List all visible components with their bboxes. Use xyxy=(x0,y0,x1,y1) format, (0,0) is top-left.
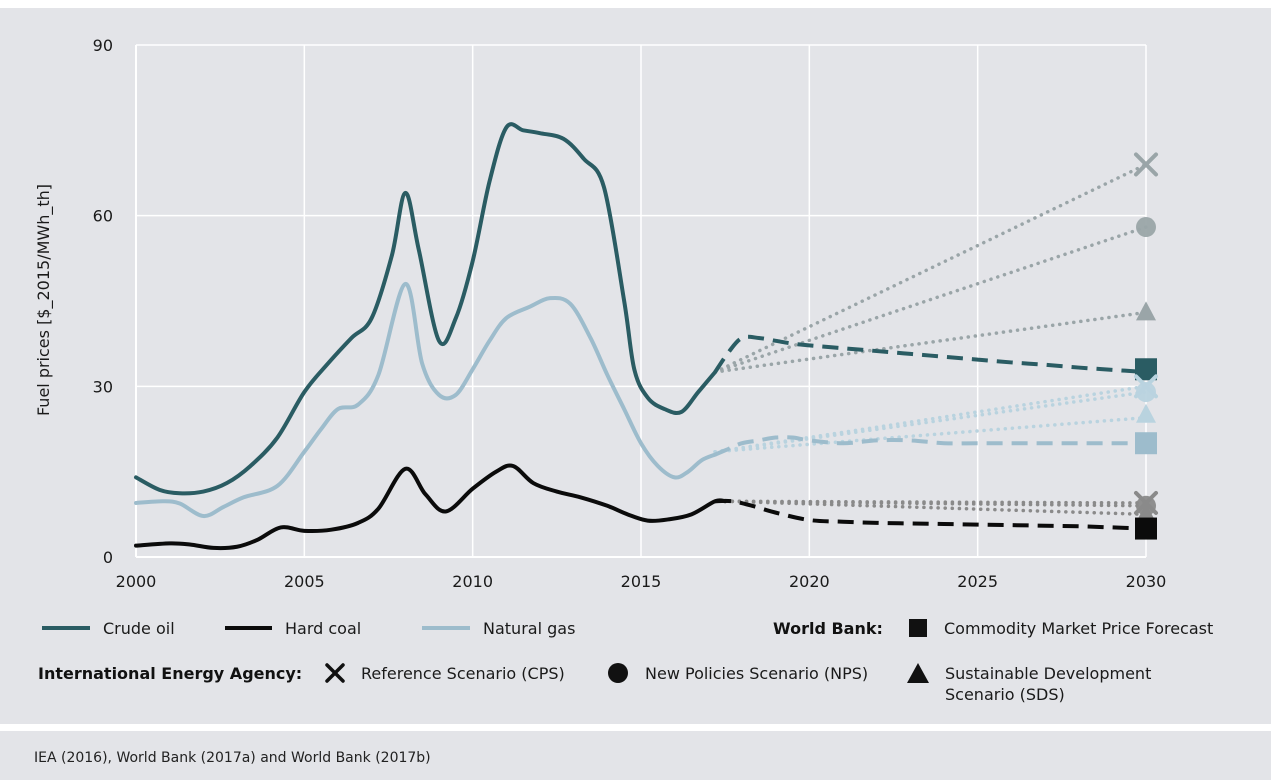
legend-label-natural-gas: Natural gas xyxy=(483,619,575,638)
y-tick-label: 30 xyxy=(93,377,113,396)
legend-sds-line1: Sustainable Development xyxy=(945,664,1151,683)
marker-hard-coal-world-bank xyxy=(1135,517,1157,540)
series-line-natural-gas xyxy=(134,281,718,519)
y-tick-label: 0 xyxy=(103,548,113,567)
forecast-line-hard-coal xyxy=(715,498,1147,531)
scenario-line-crude-oil-sds xyxy=(713,310,1148,374)
x-stroke xyxy=(1134,152,1158,177)
x-tick-label: 2005 xyxy=(284,572,325,591)
scenario-lines xyxy=(713,162,1148,517)
fuel-price-chart: 2000 2005 2010 2015 2020 2025 2030 0 30 60 90 Fuel… xyxy=(34,36,1213,704)
x-tick-label: 2010 xyxy=(452,572,493,591)
legend-label-crude-oil: Crude oil xyxy=(103,619,175,638)
legend: Crude oil Hard coal Natural gas World Ba… xyxy=(38,619,1213,704)
legend-nps: New Policies Scenario (NPS) xyxy=(645,664,868,683)
y-tick-label: 90 xyxy=(93,36,113,55)
triangle-marker-icon xyxy=(907,663,929,683)
legend-cps: Reference Scenario (CPS) xyxy=(361,664,565,683)
scenario-line-crude-oil-cps xyxy=(713,162,1148,374)
forecast-line-natural-gas xyxy=(714,435,1146,457)
cross-marker-icon xyxy=(325,663,345,683)
marker-natural-gas-sds xyxy=(1136,403,1156,423)
legend-world-bank-item: Commodity Market Price Forecast xyxy=(944,619,1213,638)
scenario-line-natural-gas-cps xyxy=(713,384,1148,454)
circle-marker-icon xyxy=(608,663,628,683)
history-lines xyxy=(134,122,728,551)
legend-sds-line2: Scenario (SDS) xyxy=(945,685,1065,704)
marker-natural-gas-nps xyxy=(1136,382,1156,403)
x-tick-label: 2020 xyxy=(789,572,830,591)
x-tick-label: 2030 xyxy=(1126,572,1167,591)
legend-label-hard-coal: Hard coal xyxy=(285,619,361,638)
forecast-lines xyxy=(713,334,1147,531)
scenario-line-natural-gas-sds xyxy=(713,415,1148,454)
axes: 2000 2005 2010 2015 2020 2025 2030 0 30 60 90 xyxy=(93,36,1167,591)
marker-crude-oil-sds xyxy=(1136,301,1156,321)
end-markers xyxy=(1134,152,1158,540)
scenario-line-hard-coal-sds xyxy=(723,499,1148,517)
legend-iea-label: International Energy Agency: xyxy=(38,664,302,683)
scenario-line-crude-oil-nps xyxy=(713,225,1148,374)
square-marker-icon xyxy=(909,619,927,637)
marker-crude-oil-world-bank xyxy=(1135,358,1157,381)
source-footer: IEA (2016), World Bank (2017a) and World… xyxy=(0,731,1271,780)
x-tick-label: 2015 xyxy=(621,572,662,591)
series-line-hard-coal xyxy=(134,463,728,551)
marker-crude-oil-nps xyxy=(1136,217,1156,238)
grid-lines xyxy=(136,44,1147,557)
forecast-line-crude-oil xyxy=(713,334,1147,375)
source-text: IEA (2016), World Bank (2017a) and World… xyxy=(34,750,431,766)
legend-world-bank-label: World Bank: xyxy=(773,619,883,638)
x-tick-label: 2025 xyxy=(957,572,998,591)
series-line-crude-oil xyxy=(134,122,718,496)
marker-crude-oil-cps xyxy=(1134,152,1158,177)
marker-natural-gas-world-bank xyxy=(1135,432,1157,455)
scenario-line-natural-gas-nps xyxy=(713,390,1148,454)
x-tick-label: 2000 xyxy=(116,572,157,591)
y-axis-label: Fuel prices [$_2015/MWh_th] xyxy=(34,184,54,416)
y-tick-label: 60 xyxy=(93,207,113,226)
